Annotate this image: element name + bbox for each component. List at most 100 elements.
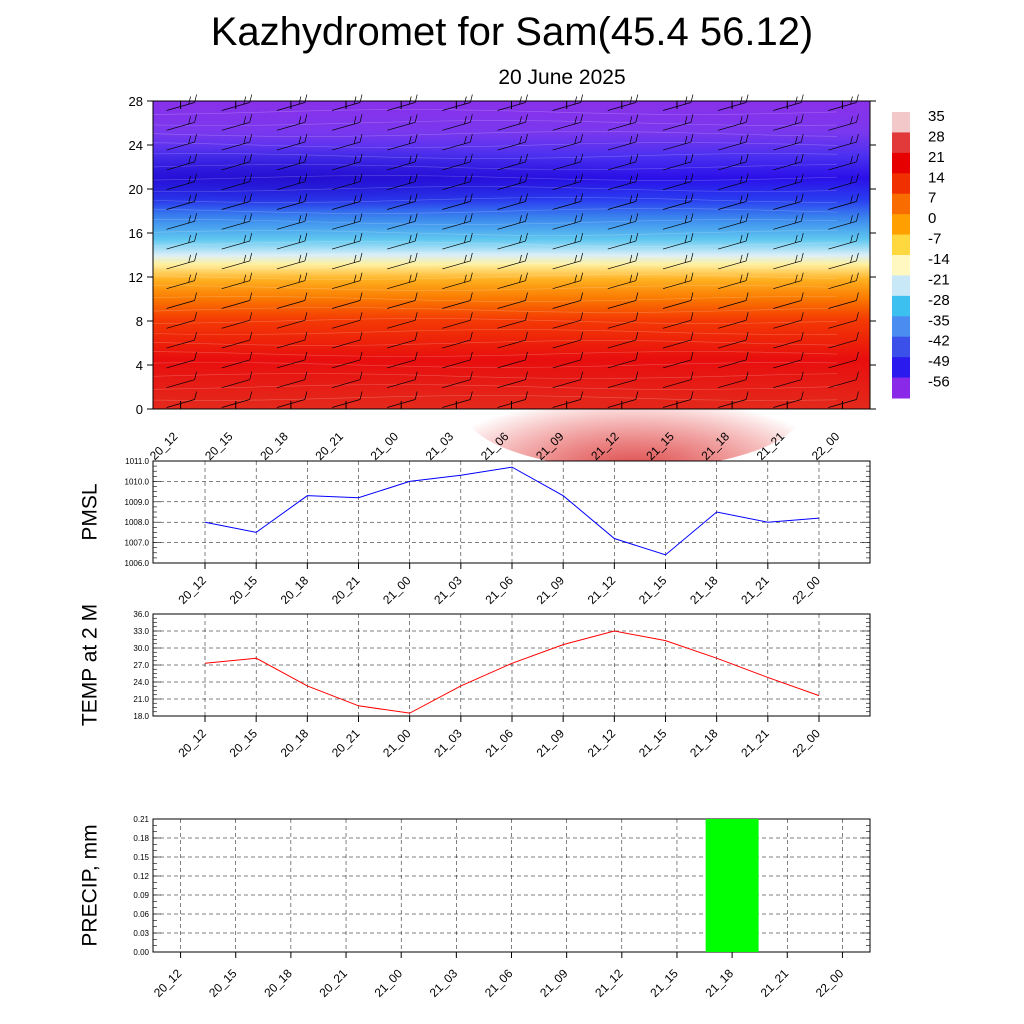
wind-barb-flag [359,193,363,202]
wind-barb [442,351,473,369]
colorbar-swatch [892,112,910,133]
wind-barb-shaft [773,240,802,250]
x-tick-label: 20_18 [278,726,312,760]
wind-barb-shaft [166,220,195,230]
wind-barb-shaft [331,359,361,369]
y-tick-label: 0.03 [133,929,149,938]
wind-barb-shaft [828,161,857,171]
wind-barb-flag [249,312,253,321]
y-tick-label: 1009.0 [125,498,150,507]
wind-barb-shaft [607,379,636,389]
wind-barb-shaft [221,161,250,171]
wind-barb [773,173,804,191]
wind-barb-shaft [718,319,747,329]
wind-barb [331,371,363,389]
wind-barb-shaft [497,339,526,349]
wind-barb-flag [298,175,302,184]
wind-barb-shaft [552,280,581,290]
wind-barb-shaft [828,220,857,230]
wind-barb [166,351,197,369]
wind-barb-flag [739,175,743,184]
wind-barb-shaft [331,280,361,290]
wind-barb-flag [304,233,308,242]
wind-barb-shaft [221,319,250,329]
wind-barb [331,272,363,290]
y-tick-label: 12 [129,270,143,285]
wind-barb-flag [690,312,694,321]
isotherm-contour [152,307,838,313]
wind-barb-shaft [662,319,692,329]
isotherm-contour [152,109,838,115]
wind-barb-shaft [331,339,361,349]
chart-title: Kazhydromet for Sam(45.4 56.12) [210,10,814,54]
wind-barb-flag [800,391,804,400]
wind-barb-shaft [773,121,802,131]
wind-barb-flag [464,195,467,204]
colorbar-swatch [892,316,910,338]
wind-barb-flag [243,235,247,244]
wind-barb-flag [408,155,412,164]
wind-barb-shaft [828,300,857,309]
isotherm-contour [152,263,838,269]
wind-barb-flag [525,351,528,360]
wind-barb-shaft [166,121,195,131]
wind-barb-shaft [276,379,305,389]
wind-barb-shaft [662,260,692,270]
wind-barb-flag [690,153,694,162]
colorbar-swatch [892,234,910,256]
wind-barb-shaft [331,161,361,171]
isotherm-contour [152,153,838,159]
wind-barb-flag [800,153,804,162]
wind-barb-flag [249,252,253,261]
wind-barb [387,213,418,230]
wind-barb [552,233,583,250]
wind-barb-flag [304,272,308,281]
wind-barb-flag [739,136,743,145]
wind-barb-shaft [442,220,471,230]
wind-barb-shaft [276,240,305,250]
wind-barb-flag [800,332,804,341]
wind-barb-shaft [331,319,361,329]
wind-barb-flag [249,153,253,162]
wind-barb-flag [470,272,473,281]
wind-barb-flag [856,252,859,261]
wind-barb-shaft [662,141,692,151]
wind-barb-flag [408,136,412,145]
wind-barb-flag [635,312,639,321]
wind-barb-flag [794,116,798,125]
wind-barb-flag [635,114,639,123]
wind-barb-shaft [276,161,305,171]
colorbar-label: 7 [928,190,936,207]
wind-barb-flag [794,274,798,283]
wind-barb-flag [580,173,583,182]
wind-barb [828,114,859,131]
isotherm-contour [152,340,838,346]
wind-barb-shaft [442,339,471,349]
colorbar-swatch [892,132,910,154]
wind-barb-flag [194,292,197,301]
wind-barb-shaft [497,121,526,131]
wind-barb [662,312,694,329]
wind-barb-flag [470,391,473,400]
wind-barb-shaft [497,260,526,270]
wind-barb-flag [359,292,363,301]
wind-barb-flag [359,371,363,380]
wind-barb-shaft [718,280,747,290]
y-tick-label: 33.0 [133,627,149,636]
wind-barb-flag [794,155,798,164]
wind-barb [773,292,804,309]
wind-barb [387,114,418,131]
wind-barb [773,114,804,131]
wind-barb-shaft [166,141,195,151]
wind-barb-shaft [442,359,471,369]
x-tick-label: 21_09 [534,726,568,760]
wind-barb-shaft [552,339,581,349]
wind-barb-flag [359,332,363,341]
wind-barb [773,193,804,210]
wind-barb-shaft [773,339,802,349]
wind-barb-flag [745,272,749,281]
wind-barb [331,252,363,270]
wind-barb-shaft [166,359,195,369]
y-tick-label: 21.0 [133,695,149,704]
wind-barb-flag [525,233,528,242]
